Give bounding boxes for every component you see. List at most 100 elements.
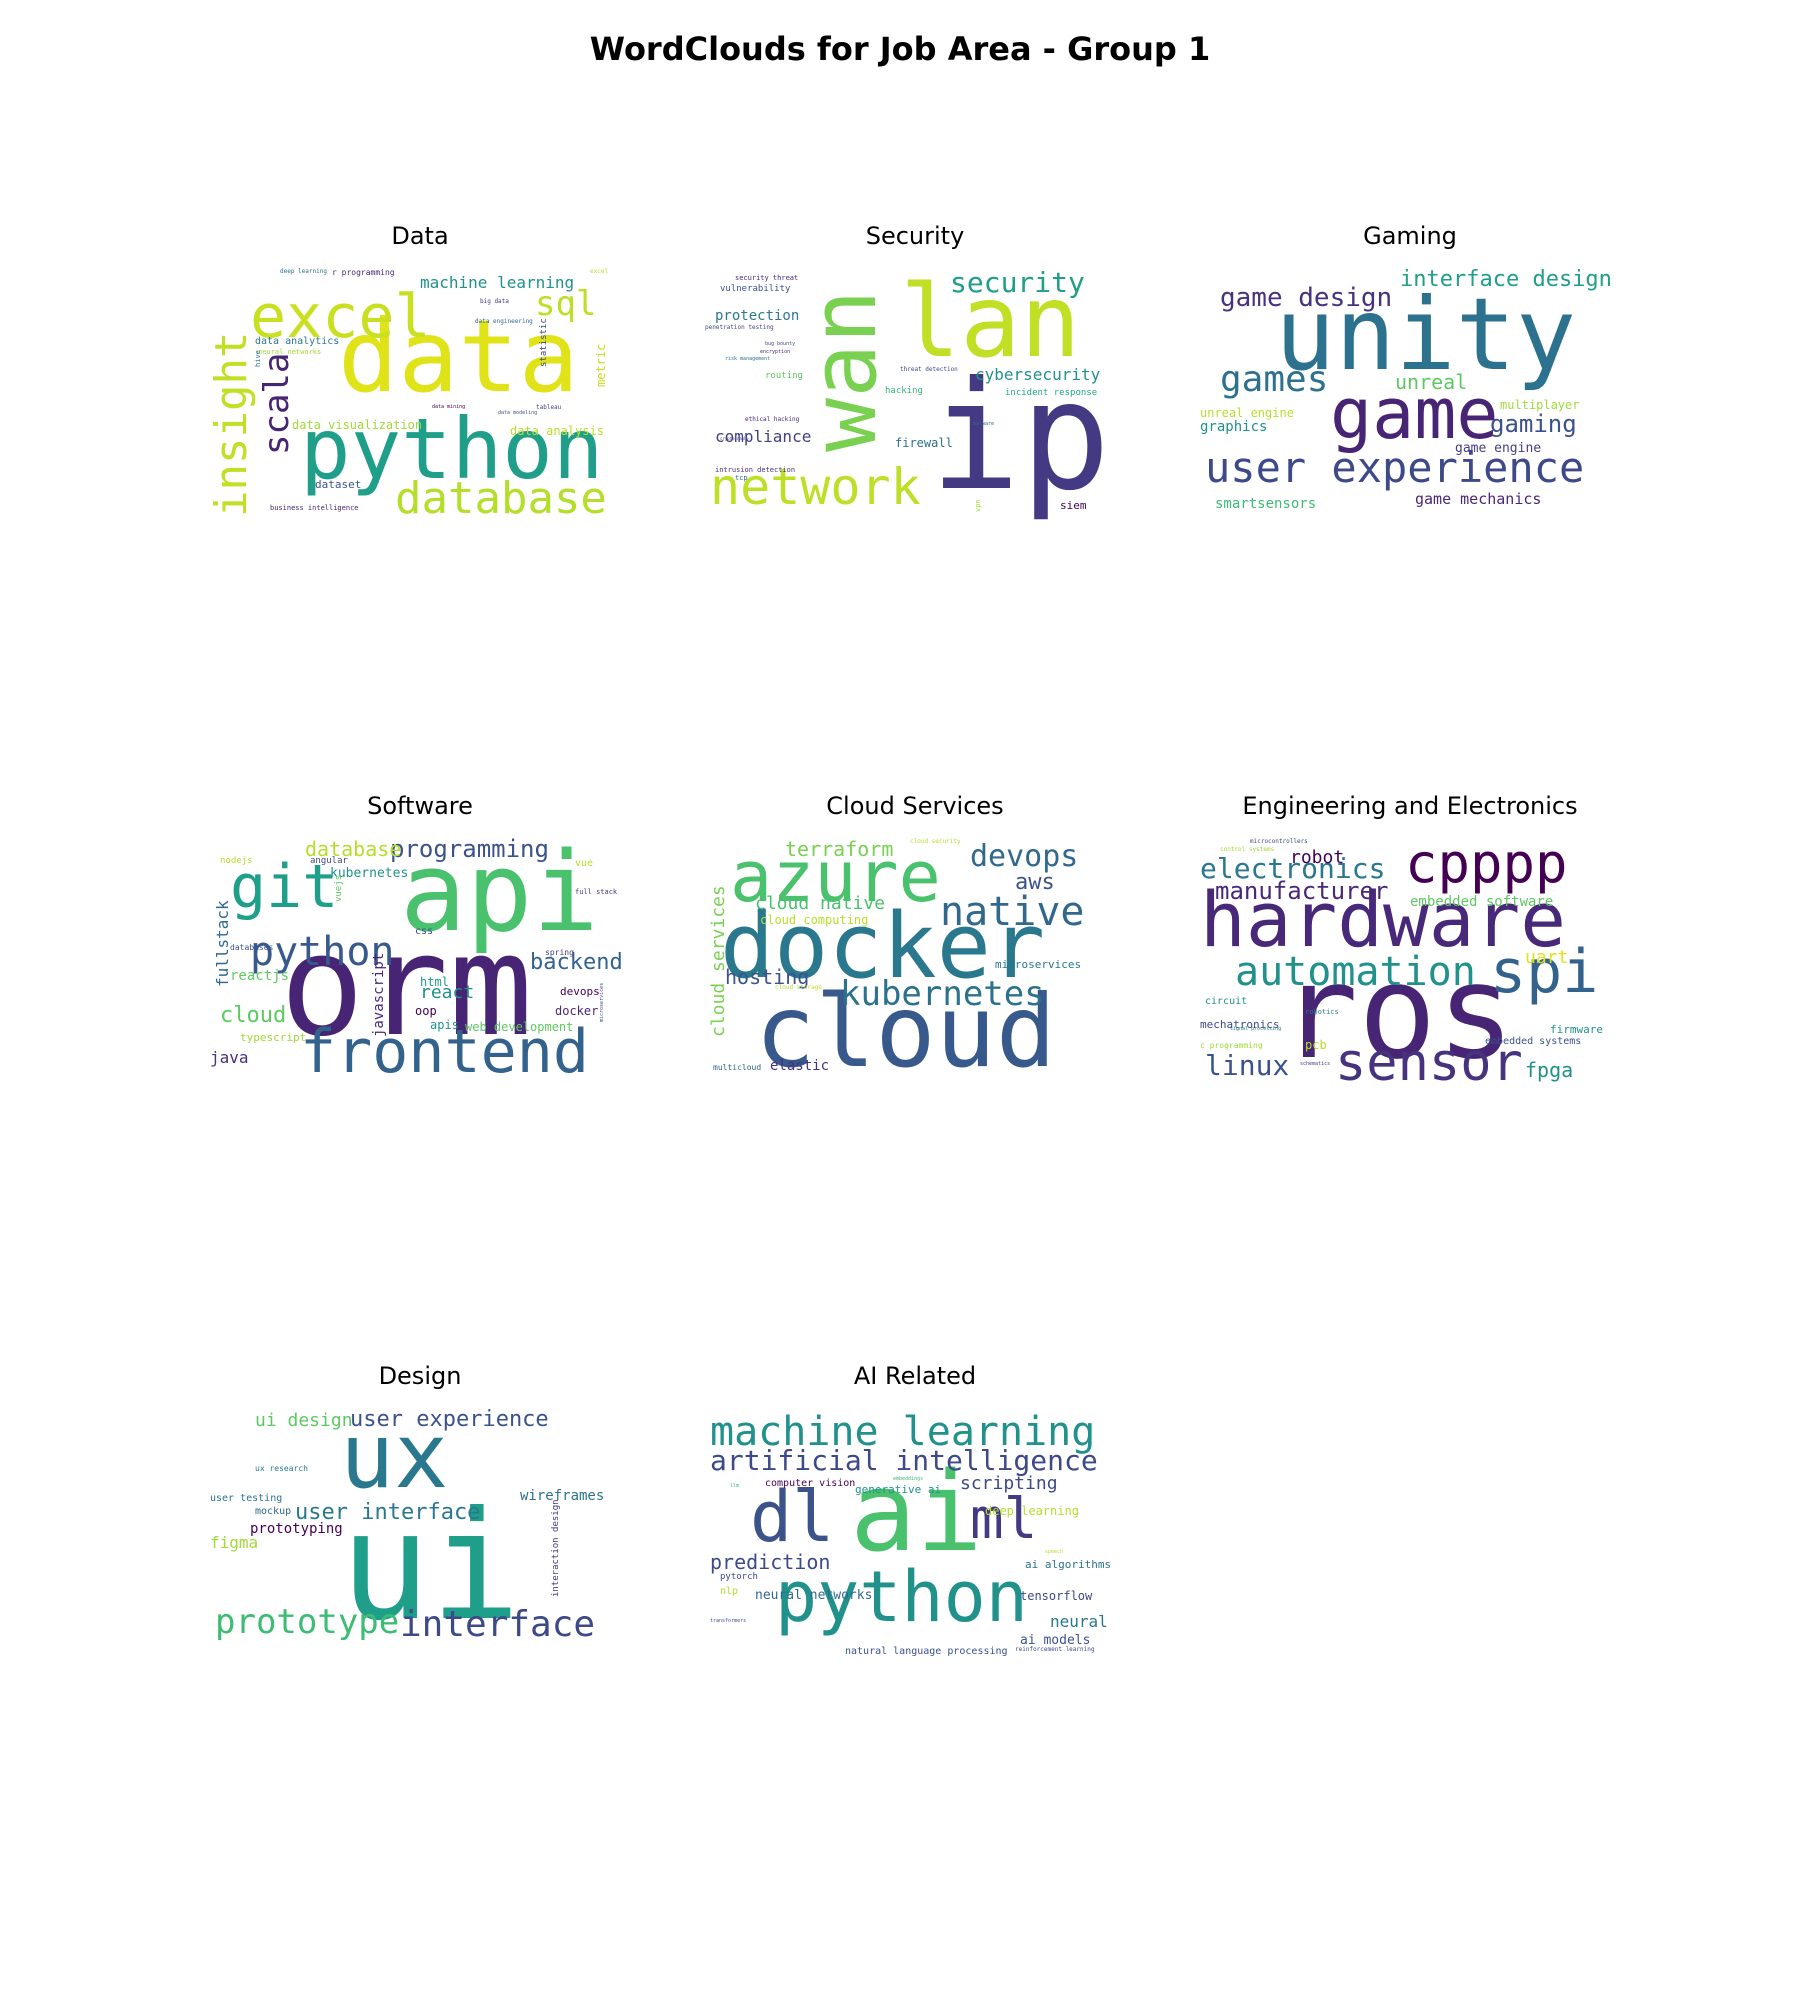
cloud-word: siem — [1060, 499, 1087, 512]
cloud-word: user experience — [1205, 443, 1585, 492]
cloud-word: prototyping — [250, 1521, 343, 1537]
cloud-word: prediction — [710, 1550, 831, 1574]
cloud-word: dataset — [315, 478, 362, 491]
cloud-word: robot — [1290, 847, 1345, 868]
cloud-word: insight — [210, 331, 257, 517]
cloud-word: unreal engine — [1200, 406, 1294, 420]
cloud-word: ai models — [1020, 1633, 1091, 1648]
cloud-word: python — [300, 400, 604, 498]
cloud-word: cloud services — [708, 885, 729, 1037]
cloud-word: data visualization — [292, 418, 423, 432]
cloud-word: business intelligence — [270, 504, 359, 512]
cloud-word: css — [415, 926, 434, 937]
cloud-word: microservices — [599, 982, 605, 1022]
cloud-word: network — [710, 458, 921, 516]
cloud-word: cloud — [755, 973, 1057, 1090]
cloud-word: java — [210, 1048, 249, 1067]
cloud-word: mockup — [255, 1506, 292, 1517]
cloud-word: typescript — [240, 1031, 307, 1044]
wordcloud-data: data python excel database insight scala sql ma… — [210, 267, 630, 527]
cloud-word: kubernetes — [840, 974, 1045, 1014]
cloud-word: control systems — [1220, 846, 1275, 853]
cloud-word: orm — [280, 905, 533, 1068]
cloud-word: apis — [430, 1018, 459, 1032]
cloud-word: game engine — [1455, 441, 1542, 456]
wordcloud-design: ui ux interface prototype user experience ui … — [210, 1407, 630, 1667]
cloud-word: c programming — [1200, 1041, 1263, 1050]
panel-title: Design — [378, 1362, 462, 1390]
cloud-word: interface — [400, 1604, 596, 1645]
cloud-word: circuit — [1205, 996, 1248, 1007]
cloud-word: microservices — [995, 958, 1082, 971]
cloud-word: database — [305, 837, 402, 861]
cloud-word: data mining — [432, 404, 466, 410]
cloud-word: cloud security — [910, 838, 961, 845]
cloud-word: api — [400, 837, 599, 956]
cloud-word: multiplayer — [1500, 398, 1580, 412]
cloud-word: gaming — [1490, 410, 1577, 438]
cloud-word: mechatronics — [1200, 1018, 1280, 1031]
cloud-word: nodejs — [220, 856, 253, 866]
cloud-word: nlp — [720, 1586, 739, 1597]
cloud-word: embedded software — [1410, 894, 1554, 910]
cloud-word: hosting — [725, 965, 810, 989]
cloud-word: scripting — [960, 1473, 1058, 1494]
cloud-word: oop — [415, 1004, 437, 1018]
cloud-word: tableau — [536, 404, 562, 411]
cloud-word: multicloud — [713, 1063, 762, 1072]
cloud-word: docker — [555, 1004, 599, 1018]
cloud-word: embedded systems — [1485, 1036, 1582, 1047]
cloud-word: ui — [340, 1480, 521, 1654]
cloud-word: sql — [535, 284, 597, 324]
cloud-word: programming — [390, 837, 549, 863]
cloud-word: security — [950, 267, 1085, 299]
cloud-word: natural language processing — [845, 1646, 1008, 1657]
cloud-word: elastic — [770, 1058, 830, 1074]
figure-title: WordClouds for Job Area - Group 1 — [589, 30, 1211, 68]
cloud-word: manufacturer — [1215, 877, 1389, 905]
cloud-word: ml — [970, 1487, 1038, 1552]
cloud-word: big data — [480, 298, 509, 305]
cloud-word: game mechanics — [1415, 490, 1542, 508]
cloud-word: sensor — [1335, 1033, 1523, 1093]
wordcloud-security: ip lan wan network security cybersecurity comp… — [705, 267, 1125, 527]
cloud-word: html — [420, 975, 449, 989]
cloud-word: user interface — [295, 1500, 481, 1525]
cloud-word: data modeling — [498, 410, 538, 416]
panel-title: Security — [865, 222, 965, 250]
cloud-word: linux — [1205, 1049, 1290, 1082]
cloud-word: lan — [900, 267, 1081, 380]
cloud-word: ai — [850, 1448, 983, 1576]
cloud-word: neural networks — [258, 348, 322, 356]
cloud-word: native — [940, 889, 1085, 935]
cloud-word: tensorflow — [1020, 1589, 1093, 1603]
cloud-word: threat detection — [900, 366, 958, 373]
cloud-word: uart — [1525, 947, 1569, 968]
cloud-word: scala — [257, 352, 297, 455]
cloud-word: robotics — [1305, 1008, 1339, 1016]
cloud-word: hardware — [1200, 875, 1567, 964]
cloud-word: routing — [765, 371, 803, 381]
cloud-word: angular — [310, 856, 348, 866]
panel-title: Data — [391, 222, 449, 250]
panel-title: Engineering and Electronics — [1242, 792, 1578, 820]
cloud-word: cryptography — [720, 436, 749, 441]
cloud-word: game — [1330, 373, 1499, 455]
cloud-word: artificial intelligence — [710, 1444, 1098, 1477]
wordcloud-cloud-services: cloud docker azure native kubernetes devops aw… — [705, 837, 1125, 1097]
cloud-word: ip — [930, 350, 1111, 524]
cloud-word: vpn — [974, 499, 982, 512]
cloud-word: cloud storage — [775, 984, 822, 991]
cloud-word: devops — [560, 985, 600, 998]
cloud-word: tcp — [735, 474, 748, 482]
cloud-word: ux — [340, 1407, 449, 1509]
cloud-word: statistic — [539, 318, 549, 367]
panel-title: Software — [367, 792, 473, 820]
cloud-word: intrusion detection — [715, 466, 796, 474]
cloud-word: data engineering — [475, 318, 533, 325]
cloud-word: interaction design — [551, 1499, 561, 1597]
cloud-word: frontend — [300, 1017, 589, 1087]
wordcloud-engineering-and-electronics: ros hardware cpppp sensor spi automation elect… — [1200, 837, 1620, 1097]
cloud-word: transformers — [710, 1618, 747, 1624]
cloud-word: cpppp — [1405, 837, 1568, 895]
